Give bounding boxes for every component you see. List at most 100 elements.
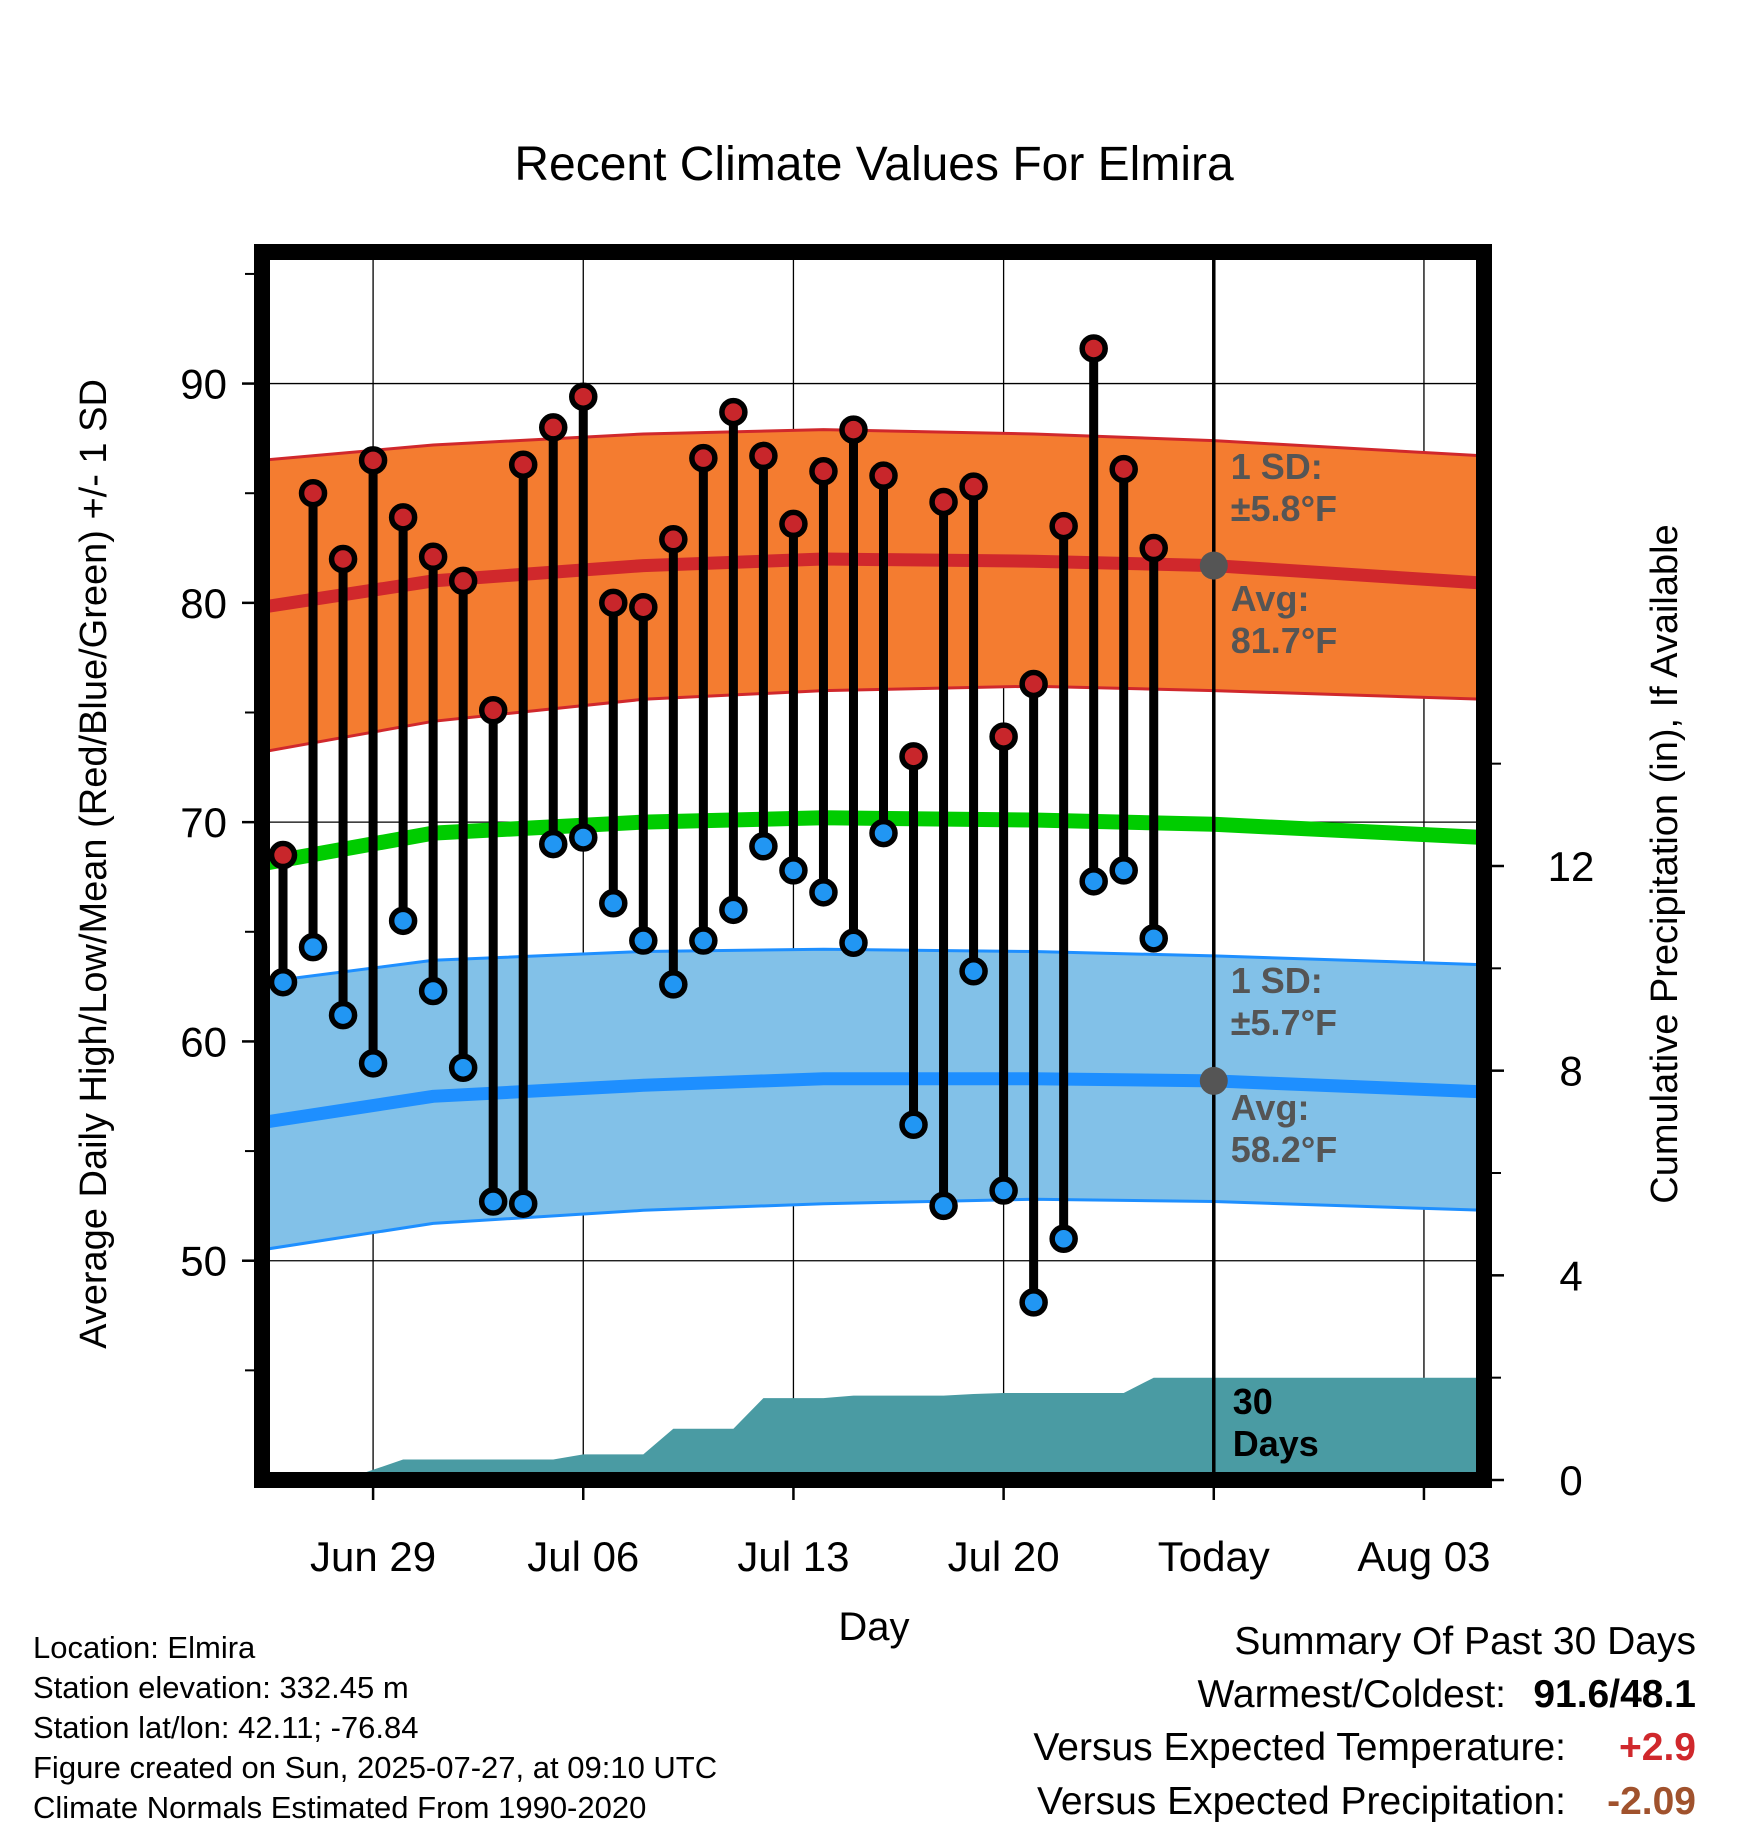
y-tick-label-50: 50	[180, 1238, 227, 1285]
climate-normals: Climate Normals Estimated From 1990-2020	[33, 1790, 647, 1825]
high-dot-day-14	[689, 443, 718, 473]
low-dot-day-11	[599, 889, 628, 918]
y-tick-label-60: 60	[180, 1018, 227, 1065]
high-dot-day-1	[298, 478, 328, 508]
high-sd-value: ±5.8°F	[1231, 488, 1337, 529]
y2-tick-label-4: 4	[1559, 1252, 1582, 1299]
low-dot-day-28	[1109, 856, 1138, 885]
temp-departure-label: Versus Expected Temperature:	[1033, 1726, 1566, 1769]
high-dot-day-23	[959, 472, 988, 501]
high-dot-day-20	[869, 461, 898, 490]
precip-departure-label: Versus Expected Precipitation:	[1037, 1780, 1566, 1823]
high-dot-day-16	[749, 441, 778, 471]
high-dot-day-18	[809, 457, 838, 486]
low-dot-day-10	[569, 823, 598, 852]
high-dot-day-13	[659, 525, 688, 554]
low-dot-day-13	[659, 970, 688, 999]
high-dot-day-6	[448, 566, 478, 596]
low-dot-day-25	[1019, 1288, 1048, 1317]
temp-departure-value: +2.9	[1619, 1726, 1696, 1769]
low-dot-day-14	[689, 926, 718, 955]
y2-tick-label-0: 0	[1559, 1457, 1582, 1504]
low-dot-day-7	[478, 1187, 508, 1216]
high-sd-label: 1 SD:	[1231, 446, 1323, 487]
figure-created: Figure created on Sun, 2025-07-27, at 09…	[33, 1750, 718, 1785]
x-tick-label-0: Jun 29	[310, 1533, 436, 1580]
y2-axis-label: Cumulative Precipitation (in), If Availa…	[1644, 524, 1686, 1203]
high-dot-day-21	[899, 742, 928, 771]
today-marker	[1199, 252, 1228, 1480]
low-dot-day-12	[629, 926, 658, 955]
low-dot-day-4	[388, 906, 418, 936]
low-dot-day-24	[989, 1176, 1018, 1205]
precip-departure-value: -2.09	[1607, 1780, 1696, 1823]
low-dot-day-9	[538, 829, 568, 859]
high-dot-day-28	[1109, 454, 1138, 484]
today-high-normal-marker	[1199, 551, 1228, 580]
low-dot-day-3	[358, 1049, 388, 1078]
high-dot-day-0	[268, 840, 298, 870]
warmest-coldest-label: Warmest/Coldest:	[1197, 1673, 1506, 1716]
low-dot-day-1	[298, 932, 328, 962]
high-dot-day-12	[629, 592, 658, 622]
low-dot-day-16	[749, 832, 778, 861]
high-dot-day-22	[929, 487, 958, 517]
low-dot-day-17	[779, 856, 808, 885]
chart-title: Recent Climate Values For Elmira	[514, 138, 1234, 191]
station-elevation: Station elevation: 332.45 m	[33, 1670, 409, 1705]
high-dot-day-19	[839, 415, 868, 444]
high-dot-day-24	[989, 722, 1018, 751]
low-dot-day-21	[899, 1110, 928, 1140]
high-dot-day-17	[779, 509, 808, 539]
plot-frame	[254, 244, 1492, 1488]
x-tick-label-3: Jul 20	[948, 1533, 1060, 1580]
station-location: Location: Elmira	[33, 1630, 256, 1665]
x-tick-label-1: Jul 06	[527, 1533, 639, 1580]
low-dot-day-22	[929, 1191, 958, 1221]
y-tick-label-90: 90	[180, 361, 227, 408]
y-tick-label-80: 80	[180, 580, 227, 627]
low-dot-day-29	[1139, 924, 1168, 953]
high-dot-day-29	[1139, 533, 1168, 563]
low-dot-day-27	[1079, 867, 1108, 896]
low-sd-value: ±5.7°F	[1231, 1002, 1337, 1043]
low-dot-day-2	[328, 1000, 358, 1030]
high-dot-day-27	[1079, 334, 1108, 363]
high-dot-day-9	[538, 413, 568, 442]
precip-area-layer	[283, 1377, 1484, 1480]
precip-area	[283, 1377, 1484, 1480]
low-dot-day-8	[508, 1189, 538, 1218]
high-dot-day-11	[599, 588, 628, 618]
high-dot-day-7	[478, 696, 508, 725]
high-avg-label: Avg:	[1231, 578, 1310, 619]
y2-tick-label-8: 8	[1559, 1048, 1582, 1095]
x-tick-label-4: Today	[1158, 1533, 1270, 1580]
high-dot-day-25	[1019, 669, 1048, 699]
today-low-normal-marker	[1199, 1066, 1228, 1095]
low-dot-day-23	[959, 957, 988, 986]
high-dot-day-10	[569, 382, 598, 411]
low-dot-day-6	[448, 1053, 478, 1082]
y-tick-label-70: 70	[180, 799, 227, 846]
y-axis-label: Average Daily High/Low/Mean (Red/Blue/Gr…	[73, 379, 115, 1349]
period-label-number: 30	[1233, 1381, 1273, 1422]
high-dot-day-26	[1049, 511, 1078, 541]
x-axis-label: Day	[838, 1605, 909, 1649]
low-avg-label: Avg:	[1231, 1087, 1310, 1128]
high-dot-day-5	[418, 542, 448, 572]
x-tick-label-2: Jul 13	[737, 1533, 849, 1580]
low-dot-day-15	[719, 895, 748, 925]
low-dot-day-19	[839, 928, 868, 957]
high-dot-day-3	[358, 446, 388, 475]
daily-range-stems	[278, 348, 1159, 1303]
high-dot-day-15	[719, 397, 748, 427]
low-dot-day-26	[1049, 1224, 1078, 1254]
high-dot-day-8	[508, 450, 538, 479]
low-avg-value: 58.2°F	[1231, 1129, 1337, 1170]
low-dot-day-20	[869, 818, 898, 848]
x-tick-label-5: Aug 03	[1357, 1533, 1490, 1580]
low-dot-day-5	[418, 976, 448, 1006]
summary-title: Summary Of Past 30 Days	[1234, 1620, 1696, 1663]
low-dot-day-0	[268, 967, 298, 997]
